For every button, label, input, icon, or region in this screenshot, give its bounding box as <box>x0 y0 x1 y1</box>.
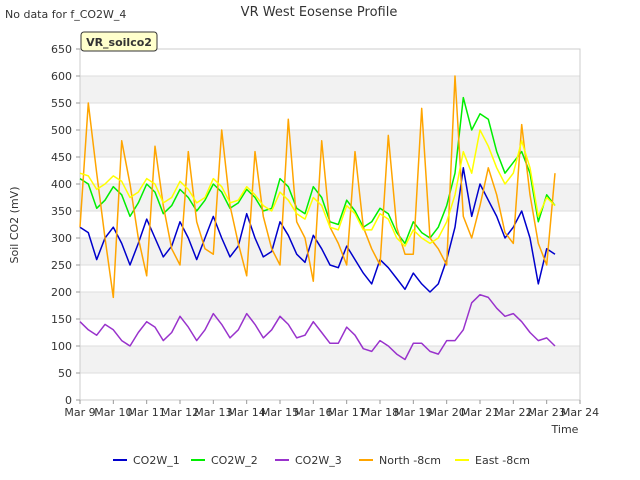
series-line-north-8cm <box>79 75 556 299</box>
series-line-east-8cm <box>79 129 556 247</box>
legend-label: CO2W_3 <box>295 454 342 467</box>
x-tick-label: Mar 24 <box>561 406 599 419</box>
legend-label: CO2W_2 <box>211 454 258 467</box>
chart-title: VR West Eosense Profile <box>241 5 398 20</box>
x-tick-label: Mar 23 <box>528 406 566 419</box>
series-line-co2w-3 <box>79 293 556 361</box>
x-tick-label: Mar 13 <box>194 406 232 419</box>
legend: CO2W_1 CO2W_2 CO2W_3 North -8cm East -8cm <box>113 454 530 467</box>
y-tick-label: 50 <box>58 367 72 380</box>
y-tick-label: 400 <box>51 178 72 191</box>
x-tick-label: Mar 20 <box>428 406 466 419</box>
x-tick-label: Mar 12 <box>161 406 199 419</box>
plot-band <box>80 346 580 373</box>
y-tick-label: 150 <box>51 313 72 326</box>
plot-band <box>80 292 580 319</box>
legend-label: North -8cm <box>379 454 441 467</box>
y-tick-label: 650 <box>51 43 72 56</box>
legend-label: CO2W_1 <box>133 454 180 467</box>
x-tick-label: Mar 22 <box>494 406 532 419</box>
x-axis-label: Time <box>551 423 579 436</box>
x-tick-label: Mar 21 <box>461 406 499 419</box>
series-lines <box>79 75 556 361</box>
y-axis-ticks: 0 50 100 150 200 250 300 350 400 450 500 550 600 650 <box>51 43 80 407</box>
plot-band <box>80 238 580 265</box>
x-tick-label: Mar 11 <box>128 406 166 419</box>
y-axis-label: Soil CO2 (mV) <box>8 187 21 264</box>
x-tick-label: Mar 16 <box>294 406 332 419</box>
y-tick-label: 450 <box>51 151 72 164</box>
station-badge-box <box>80 31 158 52</box>
x-tick-label: Mar 15 <box>261 406 299 419</box>
y-tick-label: 550 <box>51 97 72 110</box>
y-tick-label: 250 <box>51 259 72 272</box>
y-tick-label: 100 <box>51 340 72 353</box>
y-tick-label: 300 <box>51 232 72 245</box>
x-tick-label: Mar 19 <box>394 406 432 419</box>
x-tick-label: Mar 17 <box>328 406 366 419</box>
y-tick-label: 0 <box>65 394 72 407</box>
station-badge-label: VR_soilco2 <box>86 36 152 49</box>
y-tick-label: 350 <box>51 205 72 218</box>
plot-background <box>80 76 580 373</box>
x-tick-label: Mar 14 <box>228 406 266 419</box>
x-tick-label: Mar 18 <box>361 406 399 419</box>
x-tick-label: Mar 9 <box>64 406 95 419</box>
plot-band <box>80 76 580 103</box>
x-tick-label: Mar 10 <box>94 406 132 419</box>
station-badge: VR_soilco2 <box>80 31 158 52</box>
corner-note: No data for f_CO2W_4 <box>5 8 126 21</box>
series-line-co2w-1 <box>79 167 556 293</box>
y-tick-label: 200 <box>51 286 72 299</box>
series-line-co2w-2 <box>79 96 556 245</box>
y-tick-label: 500 <box>51 124 72 137</box>
plot-band <box>80 184 580 211</box>
legend-label: East -8cm <box>475 454 530 467</box>
y-tick-label: 600 <box>51 70 72 83</box>
